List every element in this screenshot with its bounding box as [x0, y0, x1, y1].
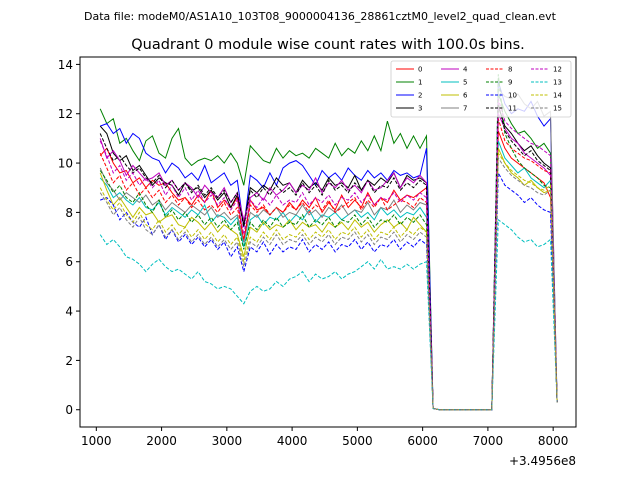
legend-label-9: 9 — [508, 79, 512, 87]
legend-label-12: 12 — [553, 66, 562, 74]
x-tick-label: 1000 — [81, 434, 112, 448]
y-tick-label: 12 — [58, 107, 73, 121]
legend-label-0: 0 — [418, 66, 422, 74]
series-line-2 — [100, 81, 558, 411]
x-tick-label: 4000 — [277, 434, 308, 448]
legend-label-4: 4 — [463, 66, 468, 74]
legend-label-7: 7 — [463, 105, 467, 113]
x-offset-label: +3.4956e8 — [509, 454, 576, 468]
x-tick-label: 7000 — [473, 434, 504, 448]
legend-label-2: 2 — [418, 92, 422, 100]
legend-label-11: 11 — [508, 105, 517, 113]
series-line-0 — [99, 130, 558, 411]
y-tick-label: 8 — [65, 206, 73, 220]
y-tick-label: 14 — [58, 58, 73, 72]
legend-label-15: 15 — [553, 105, 562, 113]
series-line-7 — [99, 87, 558, 411]
x-tick-label: 3000 — [212, 434, 243, 448]
legend-frame — [390, 60, 572, 118]
x-tick-label: 5000 — [342, 434, 373, 448]
series-line-8 — [99, 118, 558, 411]
series-line-3 — [99, 106, 558, 411]
y-tick-label: 6 — [65, 255, 73, 269]
legend-label-13: 13 — [553, 79, 562, 87]
y-tick-label: 4 — [65, 305, 73, 319]
x-tick-label: 8000 — [538, 434, 569, 448]
chart-title: Quadrant 0 module wise count rates with … — [131, 37, 525, 53]
y-axis: 0 2 4 6 8 10 12 14 — [58, 58, 80, 417]
series-line-12 — [99, 98, 558, 411]
plot-frame — [79, 56, 577, 428]
y-tick-label: 10 — [58, 157, 73, 171]
legend-label-3: 3 — [418, 105, 422, 113]
series-line-13 — [99, 218, 558, 411]
series-line-14 — [99, 151, 558, 411]
x-tick-label: 2000 — [146, 434, 177, 448]
figure-suptitle: Data file: modeM0/AS1A10_103T08_90000041… — [84, 10, 557, 23]
legend-label-14: 14 — [553, 92, 562, 100]
legend-label-1: 1 — [418, 79, 422, 87]
legend-label-8: 8 — [508, 66, 512, 74]
x-axis: 1000 2000 3000 4000 5000 6000 7000 8000 — [81, 427, 568, 448]
legend-label-10: 10 — [508, 92, 517, 100]
legend-label-5: 5 — [463, 79, 467, 87]
x-tick-label: 6000 — [407, 434, 438, 448]
legend-label-6: 6 — [463, 92, 468, 100]
y-tick-label: 2 — [65, 354, 73, 368]
series-line-1 — [99, 93, 558, 411]
y-tick-label: 0 — [65, 403, 73, 417]
plot-series — [99, 74, 558, 411]
